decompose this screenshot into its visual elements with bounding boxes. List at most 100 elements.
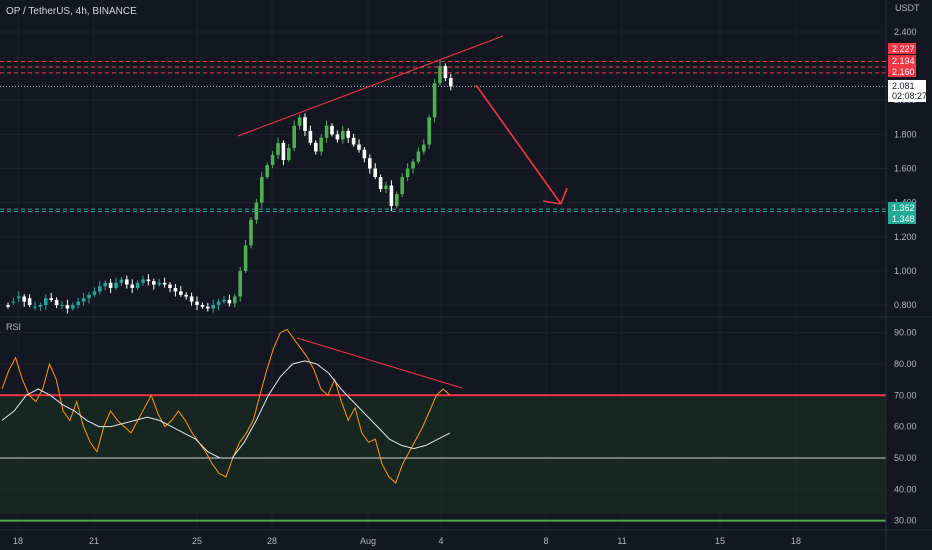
rsi-lines [1,328,451,484]
rsi-tick-label: 80.00 [894,359,917,369]
candle-body [227,299,232,304]
price-level-tag [888,213,916,224]
price-level-tag-label: 1.362 [892,203,915,213]
candle-body [368,158,372,169]
time-tick-label: 18 [791,536,801,546]
candle-body [243,245,248,271]
candle-body [54,299,59,306]
candle-body [38,305,43,307]
candle-body [330,125,334,135]
price-level-tag-label: 2.160 [892,67,915,77]
candle-body [103,282,107,287]
rsi-tick-label: 70.00 [894,390,917,400]
candle-body [389,185,394,207]
candle-body [33,306,37,308]
candle-body [17,296,21,299]
candle-body [314,142,318,152]
time-tick-label: 28 [267,536,277,546]
price-trendline[interactable] [237,35,504,137]
candle-body [81,298,86,302]
candle-body [400,177,404,195]
price-levels [0,60,886,213]
time-axis[interactable]: 18 21 25 28 Aug 4 8 11 15 18 [13,536,801,546]
candle-body [260,177,264,203]
rsi-line [1,328,451,484]
candle-body [76,301,80,306]
time-tick-label: 25 [192,536,202,546]
price-level-tag-label: 1.348 [892,214,915,224]
time-tick-label: 4 [438,536,443,546]
candle-body [146,279,151,282]
price-level-tag-label: 2.227 [892,44,915,54]
price-tick-label: 1.000 [894,266,917,276]
candle-body [346,130,350,138]
price-axis-unit: USDT [895,3,920,13]
price-tick-label: 1.200 [894,232,917,242]
candle-body [173,287,178,292]
chart-title: OP / TetherUS, 4h, BINANCE [6,6,137,17]
candle-body [152,281,156,285]
time-tick-label: Aug [360,536,376,546]
candle-body [254,202,259,220]
price-level-tag-label: 2.194 [892,56,915,66]
time-tick-label: 21 [89,536,99,546]
time-tick-label: 18 [13,536,23,546]
rsi-tick-label: 50.00 [894,453,917,463]
candle-body [49,298,53,300]
candle-body [265,165,269,178]
candle-body [362,149,367,159]
price-tick-label: 2.400 [894,27,917,37]
candle-body [297,117,302,126]
price-level-tag [888,202,916,213]
candle-body [427,117,431,145]
candle-body [443,66,448,79]
candle-body [324,125,329,138]
candle-body [162,282,167,285]
candle-body [22,296,26,302]
rsi-band-fill [0,397,886,514]
candle-body [130,284,134,288]
candle-body [11,301,16,303]
rsi-axis[interactable]: 90.00 80.00 70.00 60.00 50.00 40.00 30.00 [894,328,917,526]
candle-body [179,291,183,295]
candle-body [276,142,280,155]
candle-body [200,305,205,307]
candle-body [292,125,296,149]
bearish-arrow[interactable] [475,84,568,205]
candle-body [281,142,286,160]
candle-body [303,117,307,131]
candle-body [60,305,64,307]
rsi-tick-label: 40.00 [894,484,917,494]
candle-body [373,168,377,178]
candle-body [287,148,291,160]
candle-body [319,137,323,152]
candle-body [249,219,253,246]
candle-body [114,282,118,288]
rsi-panel-label: RSI [6,322,21,332]
candle-body [157,282,161,285]
time-tick-label: 11 [617,536,626,546]
candle-body [27,298,32,306]
price-level-tag [888,43,916,54]
candle-body [238,270,242,297]
rsi-ma-line [1,360,451,459]
candle-body [395,194,399,207]
rsi-tick-label: 60.00 [894,422,917,432]
time-tick-label: 8 [543,536,548,546]
price-tick-label: 0.800 [894,300,917,310]
price-level-tag [888,66,916,77]
candle-body [189,296,194,302]
candle-body [119,279,124,283]
candle-body [222,299,226,302]
last-price-countdown: 02:08:27 [892,91,927,101]
candle-body [44,298,48,306]
rsi-tick-label: 30.00 [894,516,917,526]
candle-body [411,161,415,169]
candle-body [378,177,383,189]
candle-body [98,286,102,292]
rsi-trendline[interactable] [296,337,463,389]
candle-body [405,168,410,178]
candle-body [270,154,275,166]
